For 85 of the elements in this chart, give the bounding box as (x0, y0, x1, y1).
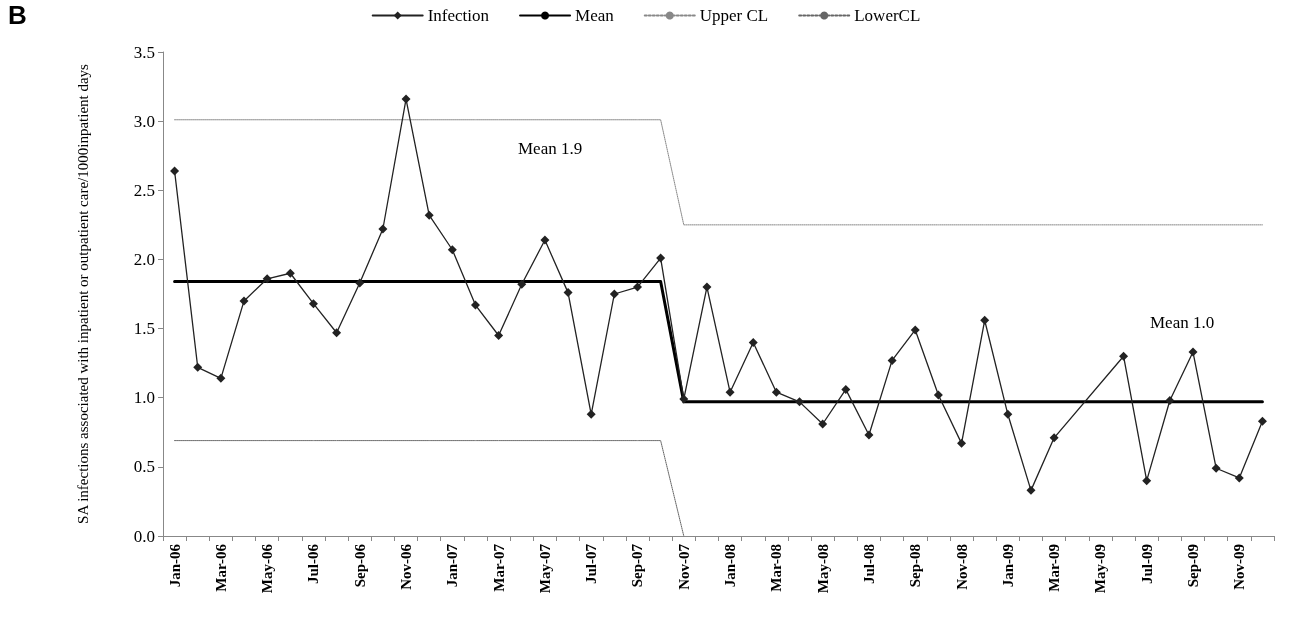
point (355, 278, 365, 288)
x-tick-label: Mar-06 (212, 543, 229, 592)
legend-label: LowerCL (854, 6, 921, 25)
x-tick-label: Jul-09 (1138, 544, 1155, 585)
point (632, 282, 642, 292)
x-tick-label: Jul-08 (860, 544, 877, 585)
x-tick-label: Nov-09 (1231, 544, 1248, 590)
point (424, 210, 434, 220)
point (1188, 347, 1198, 357)
legend-label: Upper CL (699, 6, 769, 25)
point (1165, 395, 1175, 405)
point (887, 355, 897, 365)
point (1211, 463, 1221, 473)
x-tick-label: Nov-08 (953, 544, 970, 590)
point (980, 315, 990, 325)
legend-label: Mean (575, 6, 615, 25)
x-tick-label: Jan-06 (166, 543, 183, 588)
point (771, 387, 781, 397)
point (841, 384, 851, 394)
x-tick-label: Sep-07 (629, 543, 646, 588)
y-tick-label: 2.5 (133, 180, 155, 200)
x-tick-label: Sep-08 (907, 544, 924, 588)
point (818, 419, 828, 429)
annotation: Mean 1.0 (1150, 313, 1215, 332)
x-tick-label: May-08 (814, 544, 831, 594)
point (540, 235, 550, 245)
x-tick-label: Mar-07 (490, 543, 507, 592)
point (748, 337, 758, 347)
point (702, 282, 712, 292)
point (216, 373, 226, 383)
point (725, 387, 735, 397)
point (910, 325, 920, 335)
point (262, 274, 272, 284)
y-tick-label: 0.0 (133, 526, 155, 546)
x-tick-label: Nov-07 (675, 543, 692, 590)
point (957, 438, 967, 448)
x-tick-label: Mar-08 (768, 544, 785, 592)
point (1026, 485, 1036, 495)
x-tick-label: Nov-06 (398, 543, 415, 590)
y-axis-title: SA infections associated with inpatient or outpatient care/1000inpatient days (75, 63, 91, 524)
point (1049, 433, 1059, 443)
x-tick-label: Jul-06 (305, 543, 322, 585)
point (285, 268, 295, 278)
point (795, 397, 805, 407)
x-tick-label: Jan-09 (999, 544, 1016, 588)
annotation: Mean 1.9 (518, 139, 583, 158)
x-tick-label: May-09 (1092, 544, 1109, 594)
x-tick-label: May-07 (536, 543, 553, 594)
x-tick-label: Sep-06 (351, 543, 368, 588)
point (308, 299, 318, 309)
y-tick-label: 0.5 (133, 457, 155, 477)
point (586, 409, 596, 419)
x-tick-label: Jan-07 (444, 543, 461, 588)
point (494, 330, 504, 340)
point (170, 166, 180, 176)
point (193, 362, 203, 372)
point (401, 94, 411, 104)
point (470, 300, 480, 310)
legend-label: Infection (427, 6, 490, 25)
text: B (8, 0, 27, 30)
x-tick-label: Sep-09 (1184, 544, 1201, 588)
point (656, 253, 666, 263)
x-tick-label: Mar-09 (1046, 544, 1063, 592)
y-tick-label: 3.0 (133, 111, 155, 131)
point (563, 288, 573, 298)
point (609, 289, 619, 299)
x-tick-label: May-06 (259, 543, 276, 594)
point (1142, 476, 1152, 486)
y-tick-label: 2.0 (133, 249, 155, 269)
point (1003, 409, 1013, 419)
point (378, 224, 388, 234)
point (933, 390, 943, 400)
x-tick-label: Jul-07 (583, 543, 600, 585)
point (239, 296, 249, 306)
y-tick-label: 1.5 (133, 319, 155, 339)
point (864, 430, 874, 440)
point (447, 245, 457, 255)
y-tick-label: 1.0 (133, 388, 155, 408)
point (1234, 473, 1244, 483)
x-tick-label: Jan-08 (722, 544, 739, 588)
point (332, 328, 342, 338)
point (1119, 351, 1129, 361)
y-tick-label: 3.5 (133, 42, 155, 62)
point (1257, 416, 1267, 426)
point (517, 279, 527, 289)
